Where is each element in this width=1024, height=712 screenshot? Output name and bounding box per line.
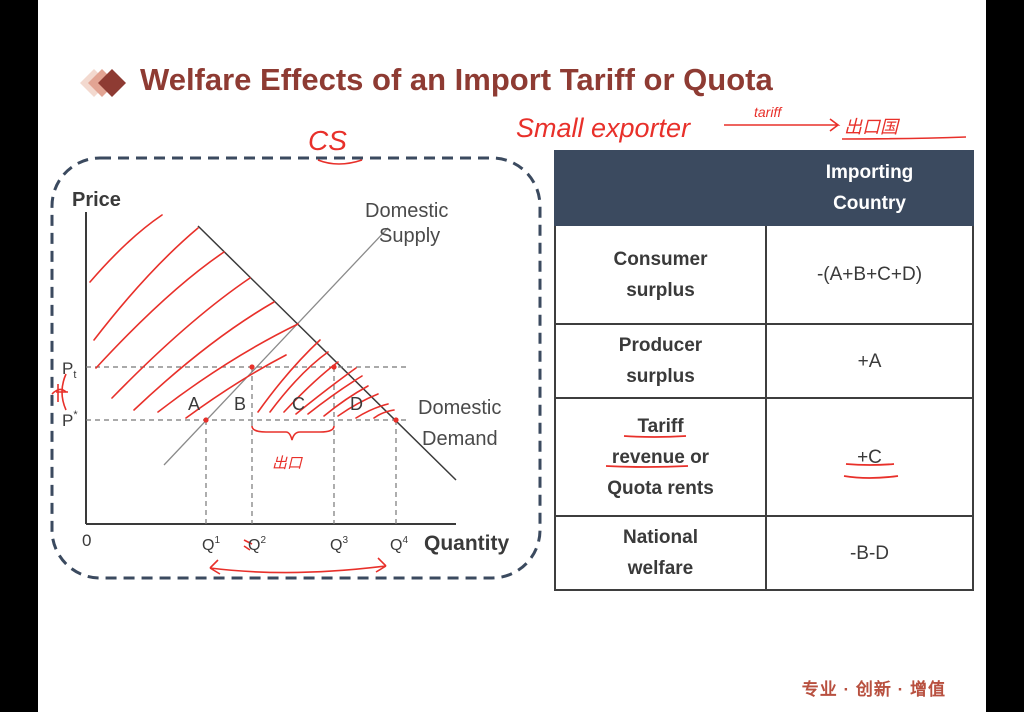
row-label-line1: National (623, 527, 698, 548)
table-header-empty (554, 150, 767, 226)
table-row: National welfare -B-D (554, 515, 974, 591)
welfare-graph: Price 0 Quantity Domestic Supply Domesti… (50, 125, 542, 580)
point-q4 (393, 417, 399, 423)
x-axis-label: Quantity (424, 532, 509, 555)
y-axis-label: Price (72, 189, 121, 211)
table-row: Producer surplus +A (554, 323, 974, 399)
handwriting-top: Small exporter tariff 出口国 (516, 104, 967, 143)
q2-label: Q2 (248, 535, 266, 554)
q1-label: Q1 (202, 535, 220, 554)
supply-curve (163, 227, 389, 466)
tariff-arrow-annotation (724, 118, 841, 132)
plus-c-underline-annotation (843, 463, 899, 479)
footer-slogan: 专业 · 创新 · 增值 (801, 680, 946, 699)
bracket-annotation (251, 425, 335, 441)
row-label-line2: surplus (626, 366, 695, 387)
supply-label-line2: Supply (379, 225, 440, 247)
row-label-tariff: Tariff revenue or Quota rents (554, 397, 767, 517)
row-label-line1: Tariff (637, 415, 684, 437)
underline-q-annotation (209, 539, 387, 575)
row-value-tariff: +C (765, 397, 974, 517)
row-label-line2: surplus (626, 279, 695, 301)
graph-frame (50, 156, 542, 580)
row-value-national: -B-D (765, 515, 974, 591)
demand-label-line1: Domestic (418, 397, 501, 419)
row-label-consumer: Consumer surplus (554, 224, 767, 325)
small-exporter-annotation: Small exporter (516, 113, 691, 143)
header-line1: Importing (825, 162, 914, 183)
point-q2 (249, 364, 255, 370)
row-label-line2: revenue or (611, 446, 710, 468)
tariff-underline-annotation (623, 435, 687, 438)
row-label-line3: Quota rents (607, 477, 714, 499)
pt-label: Pt (62, 359, 76, 381)
hatching-annotation (89, 214, 395, 419)
demand-label-line2: Demand (422, 428, 498, 450)
row-label-line1: Consumer (613, 248, 708, 270)
row-value-consumer: -(A+B+C+D) (765, 224, 974, 325)
welfare-table: Importing Country Consumer surplus -(A+B… (554, 150, 974, 591)
row-label-national: National welfare (554, 515, 767, 591)
cs-underline-annotation (317, 159, 363, 165)
row-label-line2: welfare (627, 558, 694, 579)
point-q1 (203, 417, 209, 423)
tariff-word-annotation: tariff (754, 104, 783, 120)
slide-title: Welfare Effects of an Import Tariff or Q… (140, 62, 773, 97)
area-d-label: D (350, 394, 363, 414)
q3-label: Q3 (330, 535, 348, 554)
table-row: Consumer surplus -(A+B+C+D) (554, 224, 974, 325)
area-b-label: B (234, 394, 246, 414)
row-label-line1: Producer (618, 335, 703, 356)
table-header-importing-country: Importing Country (765, 150, 974, 226)
area-c-label: C (292, 394, 305, 414)
t-mark-annotation (51, 384, 67, 402)
far-right-annotation: 出口国 (844, 117, 901, 137)
pstar-label: P* (62, 409, 78, 430)
table-header-row: Importing Country (554, 150, 974, 226)
revenue-underline-annotation (605, 465, 689, 468)
row-label-producer: Producer surplus (554, 323, 767, 399)
area-a-label: A (188, 394, 200, 414)
cs-annotation: CS (308, 125, 347, 156)
import-word-annotation: 出口 (272, 455, 303, 472)
row-value-producer: +A (765, 323, 974, 399)
supply-label-line1: Domestic (365, 200, 448, 222)
table-row: Tariff revenue or Quota rents +C (554, 397, 974, 517)
slide: Welfare Effects of an Import Tariff or Q… (38, 0, 986, 712)
table-handwriting (605, 435, 899, 479)
title-bullet-icon (80, 69, 126, 97)
far-right-underline (841, 136, 967, 140)
origin-label: 0 (82, 531, 91, 550)
q4-label: Q4 (390, 535, 408, 554)
header-line2: Country (833, 193, 906, 214)
